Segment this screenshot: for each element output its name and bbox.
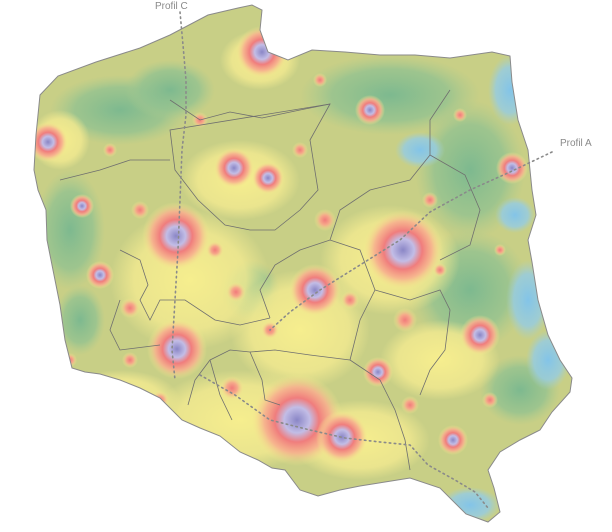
profile-c-line [171,11,187,381]
profile-lines [171,11,553,509]
profile-a-line [269,151,553,331]
profile-c-label: Profil C [155,1,188,12]
city-glows [34,26,528,466]
region-borders [59,89,481,471]
profile-b-line [199,374,489,509]
profile-a-label: Profil A [560,138,592,149]
town-glows [63,73,506,414]
